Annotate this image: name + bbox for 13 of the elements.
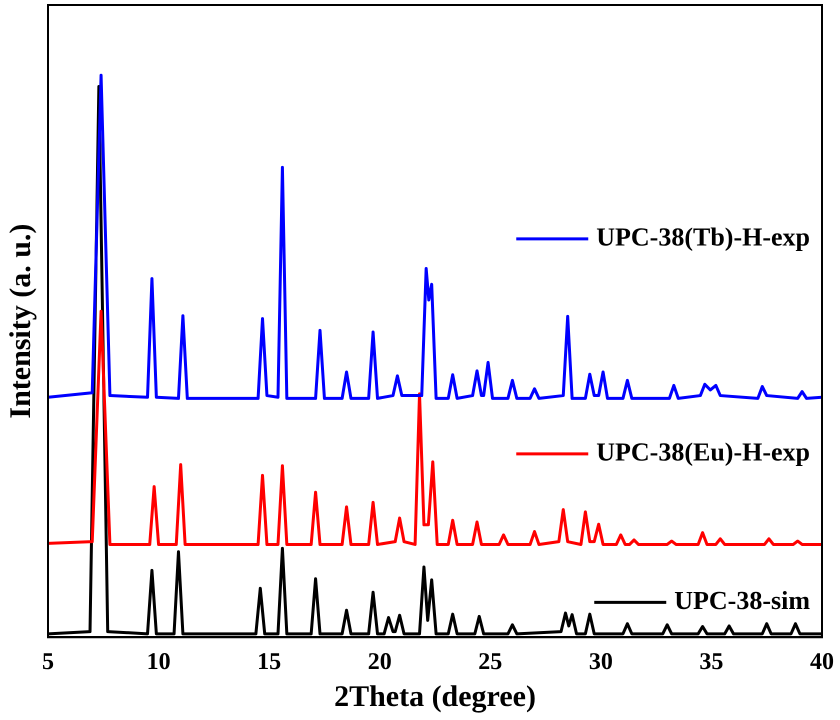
x-tick-label: 15	[257, 648, 282, 675]
x-axis-title: 2Theta (degree)	[334, 680, 536, 713]
x-tick-label: 5	[42, 648, 54, 675]
y-axis-title: Intensity (a. u.)	[4, 224, 37, 419]
x-tick-label: 20	[368, 648, 392, 675]
x-tick-label: 10	[146, 648, 171, 675]
legend-label: UPC-38(Eu)-H-exp	[596, 438, 810, 467]
x-tick-label: 35	[699, 648, 724, 675]
x-tick-label: 40	[810, 648, 834, 675]
legend-label: UPC-38(Tb)-H-exp	[596, 222, 810, 252]
x-tick-label: 30	[588, 648, 613, 675]
legend-label: UPC-38-sim	[674, 586, 810, 616]
x-tick-label: 25	[478, 648, 502, 675]
